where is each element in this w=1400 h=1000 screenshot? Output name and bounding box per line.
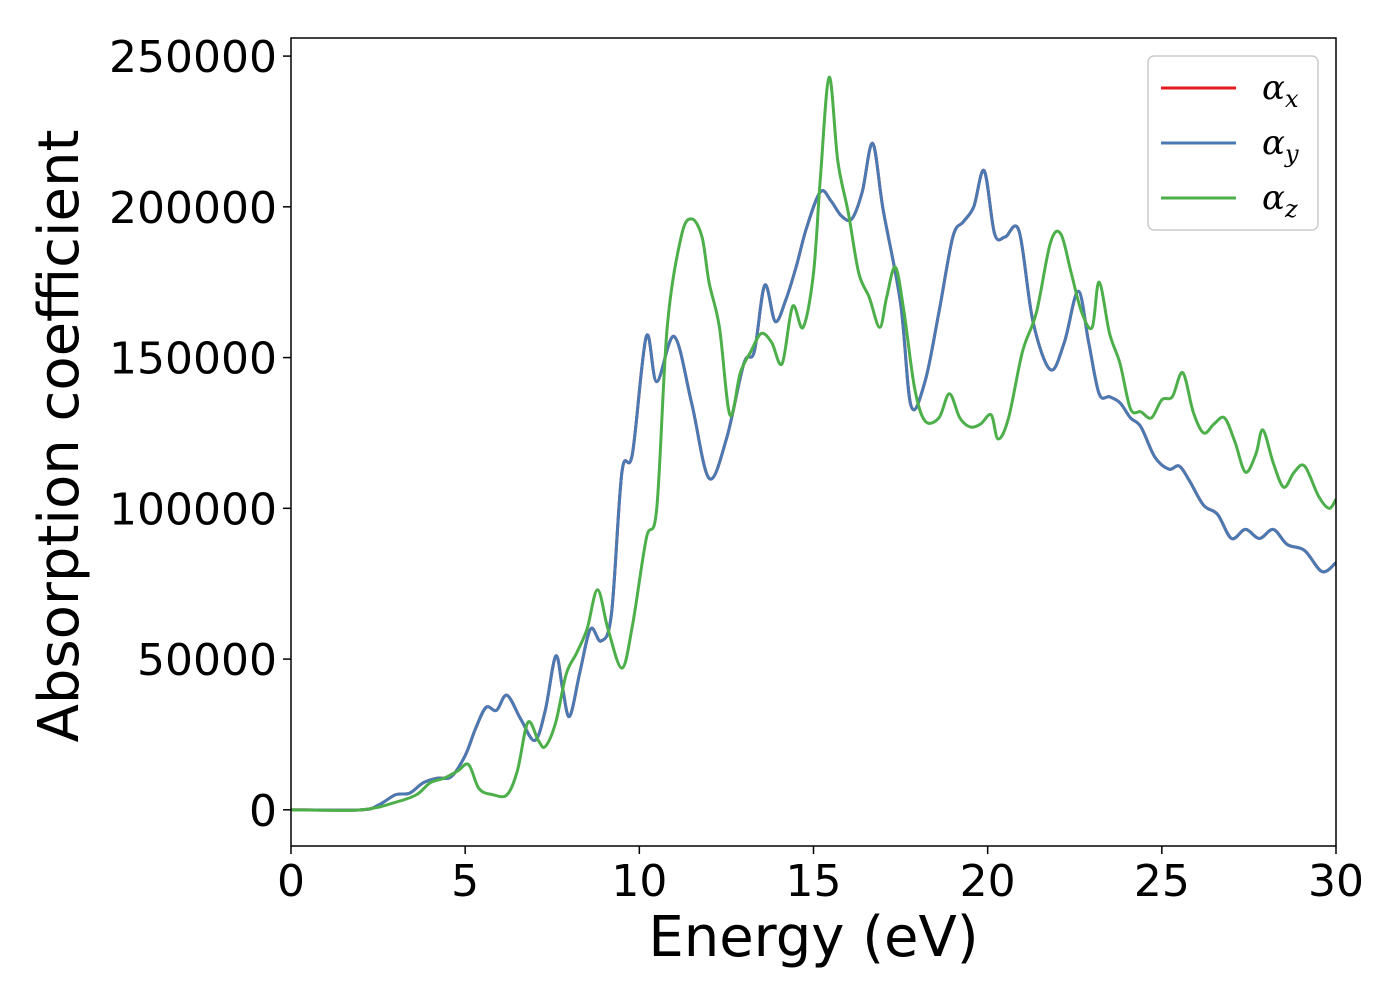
legend-label-z: αz — [1262, 178, 1298, 223]
x-tick-label: 30 — [1308, 856, 1364, 907]
x-axis-label: Energy (eV) — [648, 905, 978, 970]
y-tick-label: 100000 — [109, 484, 277, 535]
y-tick-label: 200000 — [109, 183, 277, 234]
legend-label-x: αx — [1262, 68, 1299, 113]
series-line-α-y — [291, 142, 1336, 812]
legend-label-y: αy — [1262, 123, 1299, 168]
y-tick-label: 0 — [249, 786, 277, 837]
y-tick-label: 50000 — [137, 635, 277, 686]
x-tick-label: 10 — [611, 856, 667, 907]
y-axis-label: Absorption coefficient — [27, 130, 92, 743]
x-tick-label: 15 — [786, 856, 842, 907]
y-tick-label: 150000 — [109, 334, 277, 385]
x-tick-label: 25 — [1134, 856, 1190, 907]
x-tick-label: 20 — [960, 856, 1016, 907]
x-axis: 0 5 10 15 20 25 30 — [277, 846, 1364, 907]
series-line-α-x — [291, 142, 1336, 812]
series-layer — [291, 75, 1336, 812]
x-tick-label: 5 — [451, 856, 479, 907]
y-tick-label: 250000 — [109, 32, 277, 83]
x-tick-label: 0 — [277, 856, 305, 907]
y-axis: 0 50000 100000 150000 200000 250000 — [109, 32, 291, 837]
series-line-α-z — [291, 75, 1336, 812]
legend: αx αy αz — [1147, 55, 1319, 231]
